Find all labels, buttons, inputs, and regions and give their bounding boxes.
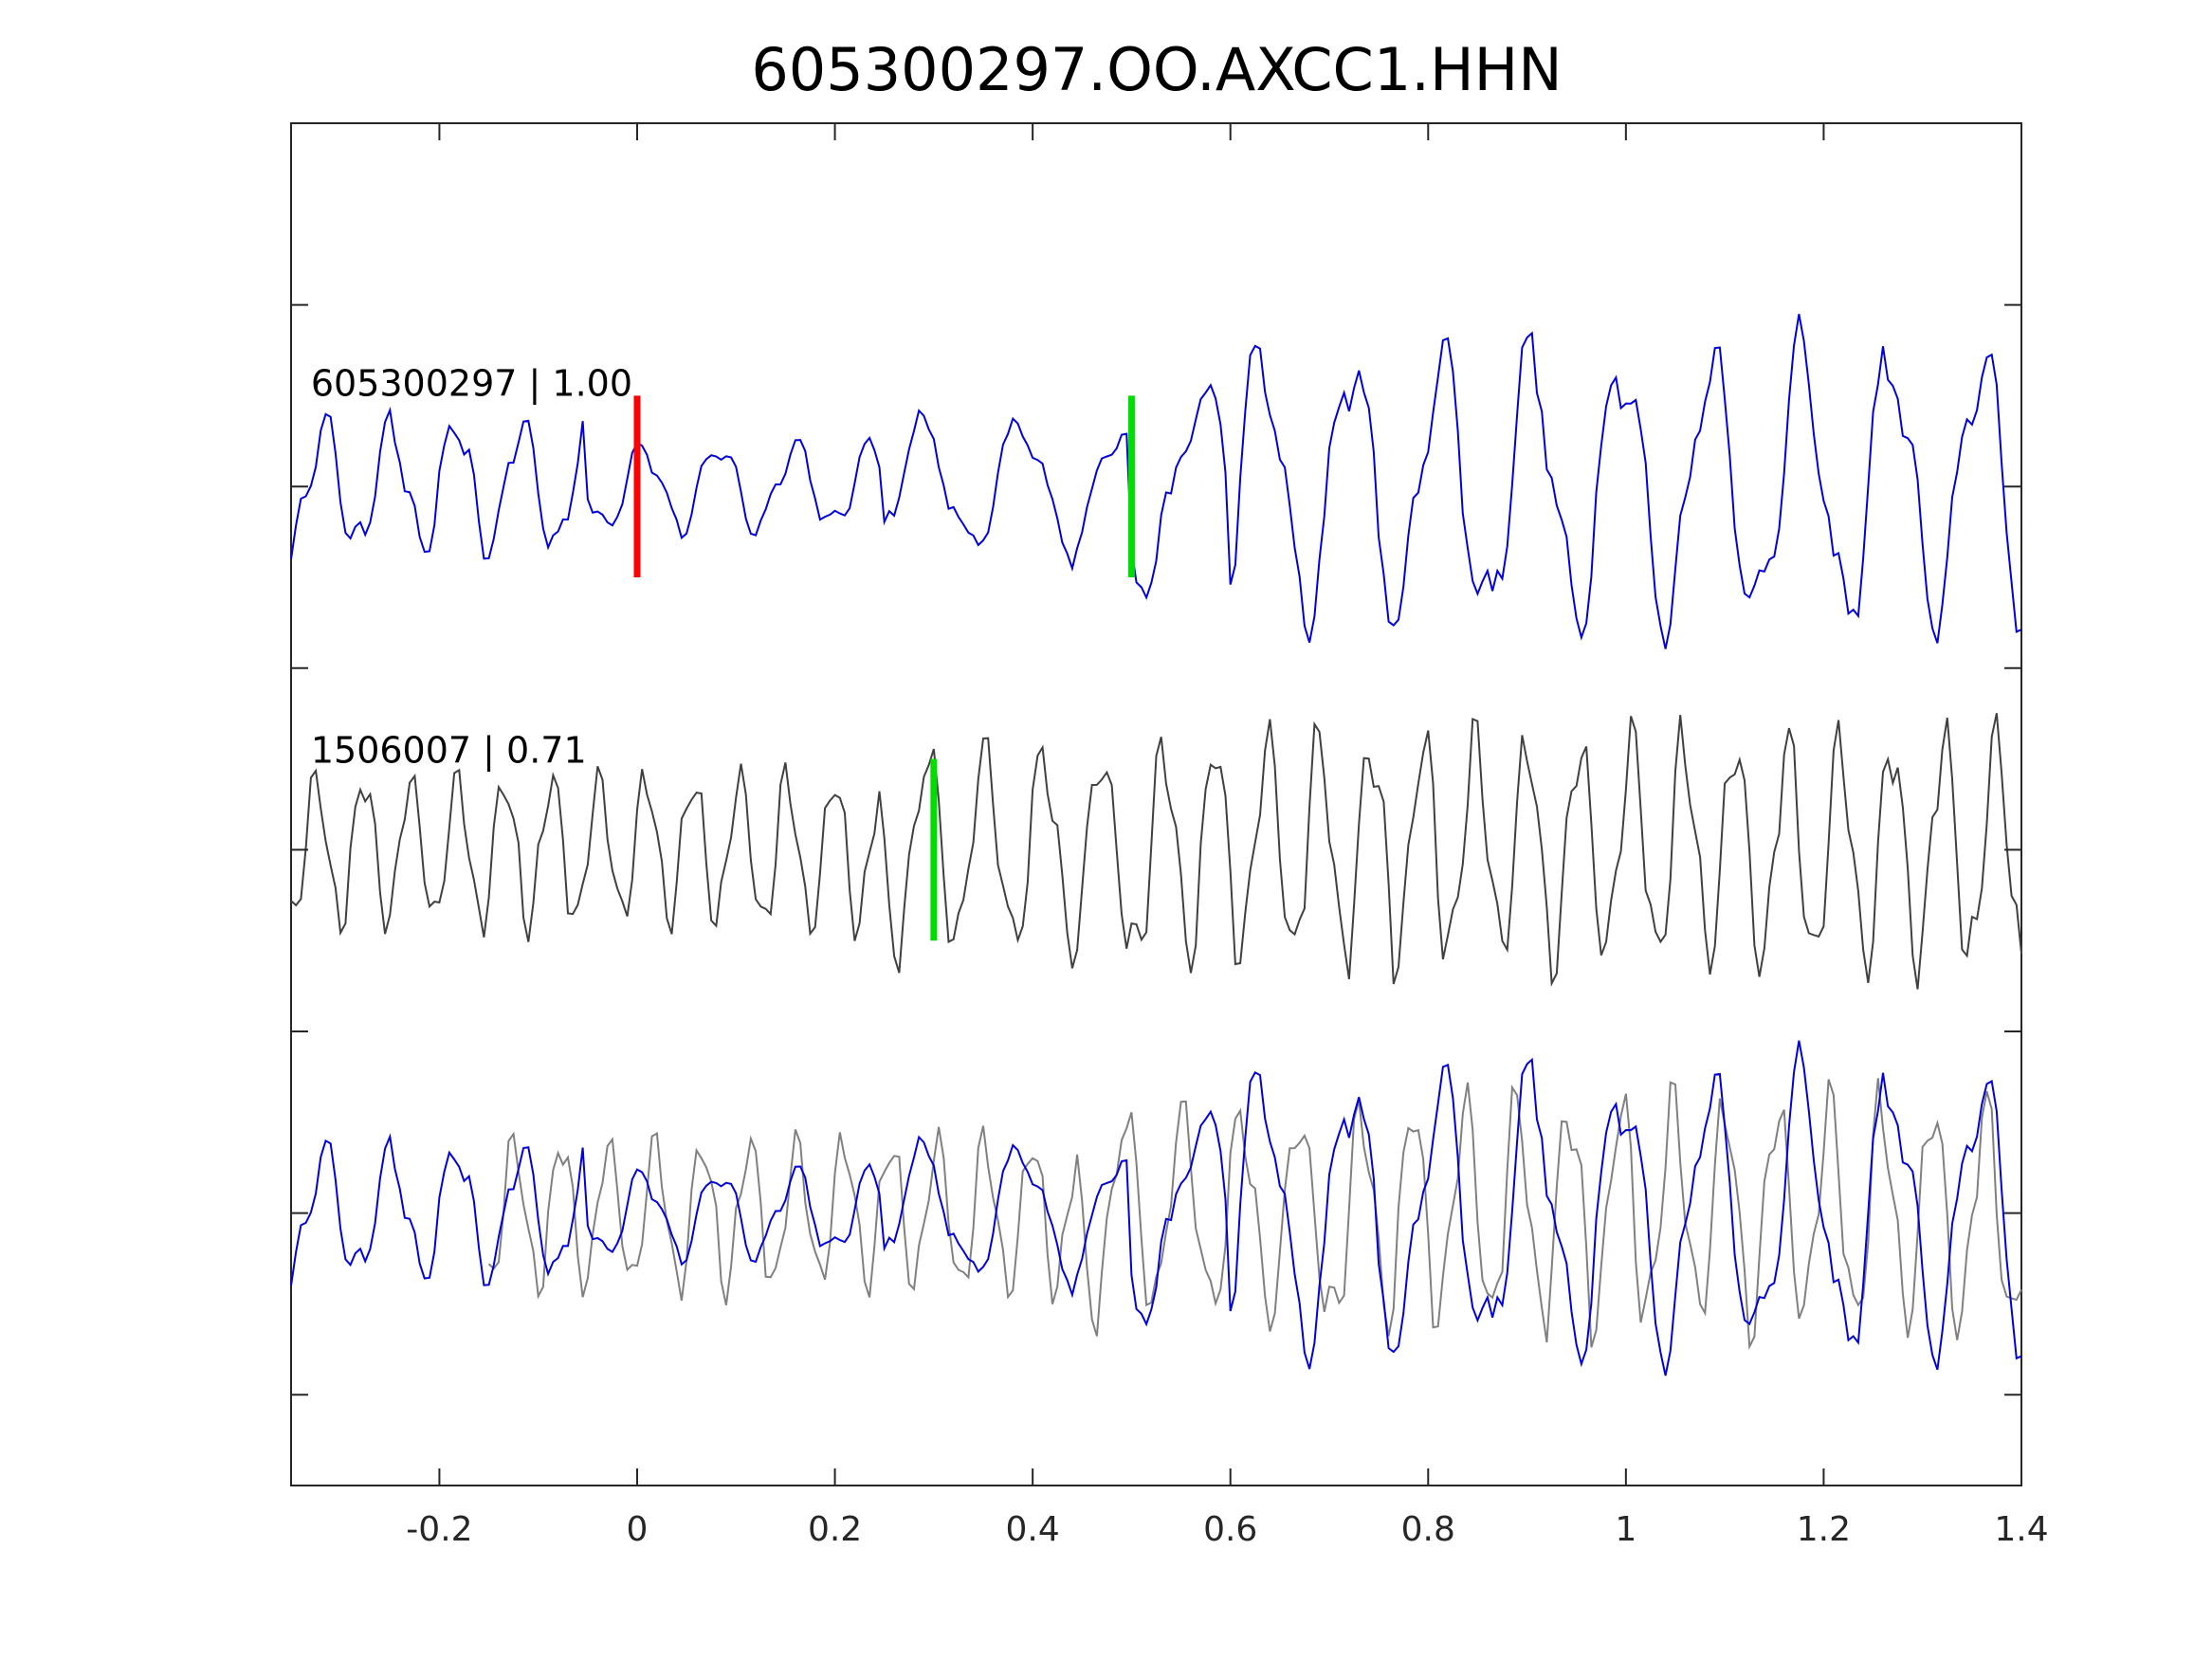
labels-layer: -0.2 0 0.2 0.4 0.6 0.8 1 1.2 1.4 605300297 | 1.00… [311, 362, 2049, 1549]
x-tick-label: 0.2 [808, 1510, 862, 1549]
x-tick-label: -0.2 [406, 1510, 472, 1549]
trace-line-1 [290, 314, 2022, 649]
picks-layer [633, 395, 1135, 941]
x-tick-label: 0.8 [1401, 1510, 1455, 1549]
trace-label-2: 1506007 | 0.71 [311, 729, 587, 772]
plot-area [290, 122, 2022, 1486]
x-tick-label: 1.2 [1797, 1510, 1851, 1549]
ticks-layer [291, 123, 2022, 1486]
trace-line-2 [290, 713, 2022, 990]
x-tick-label: 1.4 [1994, 1510, 2048, 1549]
trace-label-1: 605300297 | 1.00 [311, 362, 632, 405]
chart-title: 605300297.OO.AXCC1.HHN [751, 35, 1562, 104]
overlay-master-line [290, 1040, 2022, 1376]
x-tick-label: 0.6 [1203, 1510, 1257, 1549]
x-tick-label: 0 [627, 1510, 649, 1549]
x-tick-label: 0.4 [1006, 1510, 1060, 1549]
overlay-template-line [487, 1078, 2022, 1351]
x-tick-label: 1 [1615, 1510, 1636, 1549]
traces-layer [290, 314, 2022, 1376]
